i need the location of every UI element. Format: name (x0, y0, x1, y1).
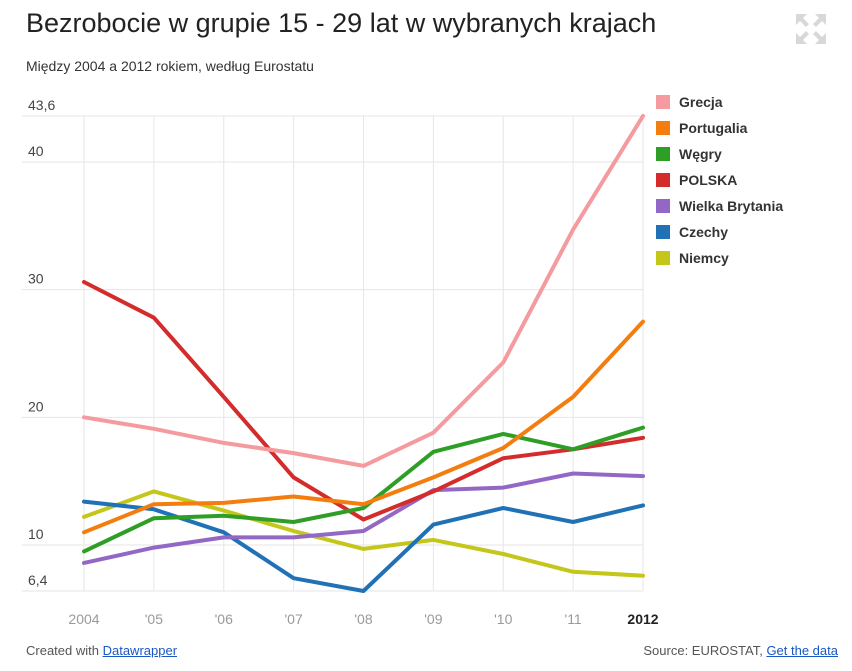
get-the-data-link[interactable]: Get the data (766, 643, 838, 658)
x-tick-label: '06 (215, 611, 233, 627)
y-tick-label: 40 (28, 143, 44, 159)
legend-item: Czechy (656, 219, 783, 245)
legend-item: Grecja (656, 89, 783, 115)
legend-label: Wielka Brytania (679, 198, 784, 214)
series-lines (82, 114, 645, 593)
legend: Grecja Portugalia Węgry POLSKA Wielka Brytan… (656, 89, 783, 271)
legend-label: Węgry (679, 146, 722, 162)
x-tick-label: '08 (354, 611, 372, 627)
y-tick-label: 30 (28, 271, 44, 287)
legend-item: POLSKA (656, 167, 783, 193)
chart-subtitle: Między 2004 a 2012 rokiem, według Eurost… (26, 58, 314, 74)
legend-label: POLSKA (679, 172, 738, 188)
x-tick-label: 2004 (68, 611, 99, 627)
legend-swatch (656, 173, 670, 187)
x-tick-label: '11 (565, 611, 582, 627)
expand-arrows-icon[interactable] (794, 12, 828, 46)
series-line-portugalia (82, 319, 645, 535)
source-prefix: Source: EUROSTAT, (643, 643, 767, 658)
legend-item: Portugalia (656, 115, 783, 141)
x-tick-label: '09 (424, 611, 442, 627)
y-tick-label: 10 (28, 526, 44, 542)
chart-grid (22, 115, 644, 592)
legend-item: Węgry (656, 141, 783, 167)
y-axis-ticks: 6,4 10 20 30 40 43,6 (28, 97, 55, 588)
series-line-wielka-brytania (82, 471, 645, 565)
y-tick-label: 20 (28, 398, 44, 414)
series-line-niemcy (82, 489, 645, 578)
x-tick-label: 2012 (627, 611, 658, 627)
legend-item: Wielka Brytania (656, 193, 783, 219)
legend-label: Portugalia (679, 120, 748, 136)
legend-swatch (656, 147, 670, 161)
series-line-węgry (82, 425, 645, 554)
legend-swatch (656, 95, 670, 109)
x-axis-ticks: 2004 '05 '06 '07 '08 '09 '10 '11 2012 (68, 611, 658, 627)
legend-swatch (656, 199, 670, 213)
footer-source: Source: EUROSTAT, Get the data (643, 643, 838, 658)
footer-credit: Created with Datawrapper (26, 643, 177, 658)
legend-label: Niemcy (679, 250, 729, 266)
x-tick-label: '05 (145, 611, 163, 627)
y-tick-label: 6,4 (28, 572, 48, 588)
x-tick-label: '07 (285, 611, 303, 627)
datawrapper-link[interactable]: Datawrapper (102, 643, 178, 658)
credit-prefix: Created with (26, 643, 103, 658)
series-line-grecja (82, 114, 645, 468)
legend-item: Niemcy (656, 245, 783, 271)
x-tick-label: '10 (494, 611, 512, 627)
y-tick-label: 43,6 (28, 97, 55, 113)
legend-swatch (656, 225, 670, 239)
legend-label: Grecja (679, 94, 723, 110)
legend-swatch (656, 121, 670, 135)
series-line-polska (82, 280, 645, 522)
chart-title: Bezrobocie w grupie 15 - 29 lat w wybran… (26, 8, 657, 38)
legend-swatch (656, 251, 670, 265)
legend-label: Czechy (679, 224, 729, 240)
